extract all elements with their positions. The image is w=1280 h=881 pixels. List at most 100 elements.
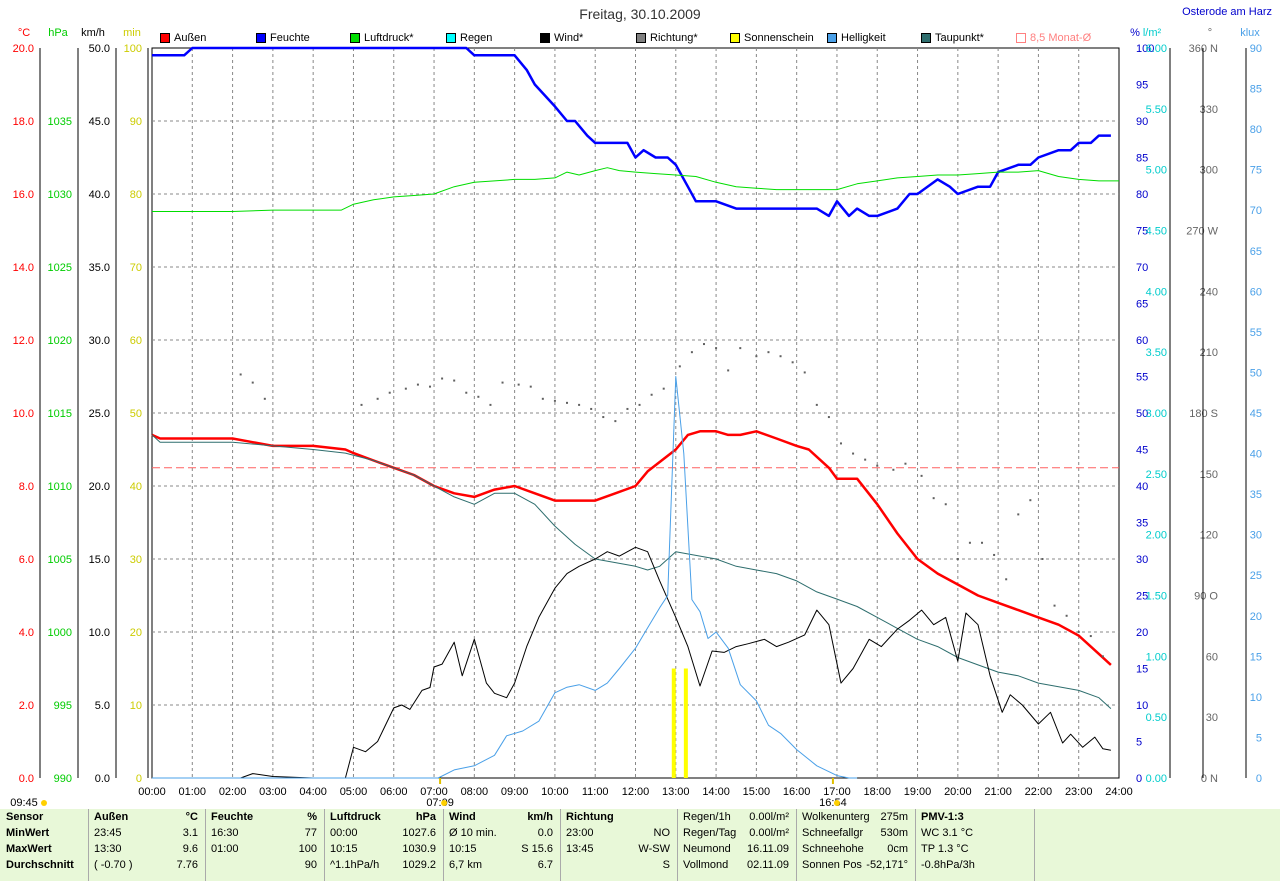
y-tick-sun: 0: [136, 773, 142, 785]
direction-point: [529, 385, 532, 388]
direction-point: [944, 503, 947, 506]
footer-regen1h: 0.00l/m²: [749, 811, 789, 823]
direction-point: [1005, 578, 1008, 581]
y-tick-pressure: 995: [54, 700, 72, 712]
direction-point: [827, 416, 830, 419]
legend-swatch: [730, 33, 740, 43]
footer-luftdruck-avg: 1029.2: [402, 859, 436, 871]
y-tick-humidity: 40: [1136, 481, 1148, 493]
x-tick-label: 11:00: [582, 786, 609, 798]
y-tick-temp: 8.0: [19, 481, 34, 493]
footer-aussen-header: Außen: [94, 811, 129, 823]
y-tick-wind: 10.0: [89, 627, 110, 639]
legend-item-2: Luftdruck*: [350, 31, 414, 45]
direction-point: [517, 383, 520, 386]
direction-point: [404, 387, 407, 390]
footer-feuchte-unit: %: [307, 811, 317, 823]
x-tick-label: 09:00: [501, 786, 529, 798]
y-tick-humidity: 5: [1136, 737, 1142, 749]
y-tick-temp: 10.0: [13, 408, 34, 420]
statistics-footer: Sensor MinWert MaxWert Durchschnitt Auße…: [0, 809, 1280, 881]
y-tick-temp: 6.0: [19, 554, 34, 566]
direction-point: [553, 399, 556, 402]
y-tick-light: 90: [1250, 43, 1262, 55]
legend-label: Wind*: [554, 32, 584, 44]
x-tick-label: 23:00: [1065, 786, 1093, 798]
weather-chart: 00:00 01:00 02:00 03:00 04:00 05:00 06:00 07:00…: [10, 27, 1262, 809]
direction-point: [932, 497, 935, 500]
x-tick-label: 01:00: [179, 786, 207, 798]
y-tick-humidity: 60: [1136, 335, 1148, 347]
direction-point: [1053, 604, 1056, 607]
y-tick-sun: 20: [130, 627, 142, 639]
footer-richtung-min: NO: [653, 827, 671, 839]
footer-wind-avg10: 0.0: [537, 827, 553, 839]
direction-point: [590, 407, 593, 410]
x-tick-label: 10:00: [541, 786, 569, 798]
y-tick-humidity: 10: [1136, 700, 1148, 712]
y-tick-wind: 30.0: [89, 335, 110, 347]
y-tick-rain: 0.00: [1146, 773, 1167, 785]
footer-richtung-max-time: 13:45: [566, 843, 594, 855]
direction-point: [1089, 635, 1092, 638]
sun-time-label: 07:09: [426, 797, 454, 809]
direction-point: [920, 474, 923, 477]
direction-point: [1101, 655, 1104, 658]
direction-point: [602, 416, 605, 419]
footer-neumond: 16.11.09: [746, 843, 789, 855]
y-tick-light: 30: [1250, 530, 1262, 542]
unit-wind: km/h: [81, 27, 105, 39]
legend-item-8: Taupunkt*: [921, 31, 984, 45]
y-tick-humidity: 50: [1136, 408, 1148, 420]
footer-min-label: MinWert: [6, 827, 50, 839]
y-tick-direction: 150: [1200, 469, 1218, 481]
footer-aussen-avg: 7.76: [176, 859, 198, 871]
y-tick-temp: 16.0: [13, 189, 34, 201]
unit-direction: °: [1208, 27, 1212, 39]
direction-point: [852, 452, 855, 455]
legend-label: Luftdruck*: [364, 32, 414, 44]
y-tick-humidity: 65: [1136, 299, 1148, 311]
direction-point: [453, 379, 456, 382]
y-tick-temp: 2.0: [19, 700, 34, 712]
footer-wind-max-time: 10:15: [449, 843, 477, 855]
x-tick-label: 06:00: [380, 786, 408, 798]
direction-point: [779, 355, 782, 358]
y-tick-wind: 25.0: [89, 408, 110, 420]
x-tick-label: 00:00: [138, 786, 166, 798]
footer-feuchte-min-time: 16:30: [211, 827, 239, 839]
y-tick-rain: 5.50: [1146, 104, 1167, 116]
footer-sensor-header: Sensor: [6, 811, 44, 823]
footer-luftdruck-trend: ^1.1hPa/h: [330, 859, 380, 871]
y-tick-wind: 40.0: [89, 189, 110, 201]
sun-icon: [833, 800, 840, 806]
y-tick-sun: 40: [130, 481, 142, 493]
x-tick-label: 15:00: [743, 786, 771, 798]
direction-point: [993, 553, 996, 556]
footer-richtung-max: W-SW: [638, 843, 670, 855]
direction-point: [876, 464, 879, 467]
footer-richtung-header: Richtung: [566, 811, 614, 823]
x-tick-label: 13:00: [662, 786, 690, 798]
footer-luftdruck-unit: hPa: [415, 811, 436, 823]
y-tick-pressure: 1005: [48, 554, 72, 566]
direction-point: [1077, 631, 1080, 633]
direction-point: [501, 381, 504, 384]
x-tick-label: 20:00: [944, 786, 972, 798]
footer-wind-avg10-label: Ø 10 min.: [449, 827, 497, 839]
y-tick-direction: 90 O: [1194, 591, 1218, 603]
y-tick-humidity: 95: [1136, 80, 1148, 92]
direction-point: [251, 381, 254, 384]
footer-wolken-col: Wolkenunterg 275m Schneefallgr 530m Schnee…: [802, 809, 912, 881]
footer-pmv-header: PMV-1:3: [921, 811, 964, 823]
direction-point: [803, 371, 806, 374]
x-tick-label: 21:00: [984, 786, 1012, 798]
unit-light: klux: [1240, 27, 1260, 39]
x-tick-label: 07:00: [420, 786, 448, 798]
y-tick-humidity: 80: [1136, 189, 1148, 201]
direction-point: [263, 397, 266, 400]
legend-item-4: Wind*: [540, 31, 583, 45]
legend-label: Feuchte: [270, 32, 310, 44]
y-tick-wind: 5.0: [95, 700, 110, 712]
direction-point: [968, 541, 971, 544]
